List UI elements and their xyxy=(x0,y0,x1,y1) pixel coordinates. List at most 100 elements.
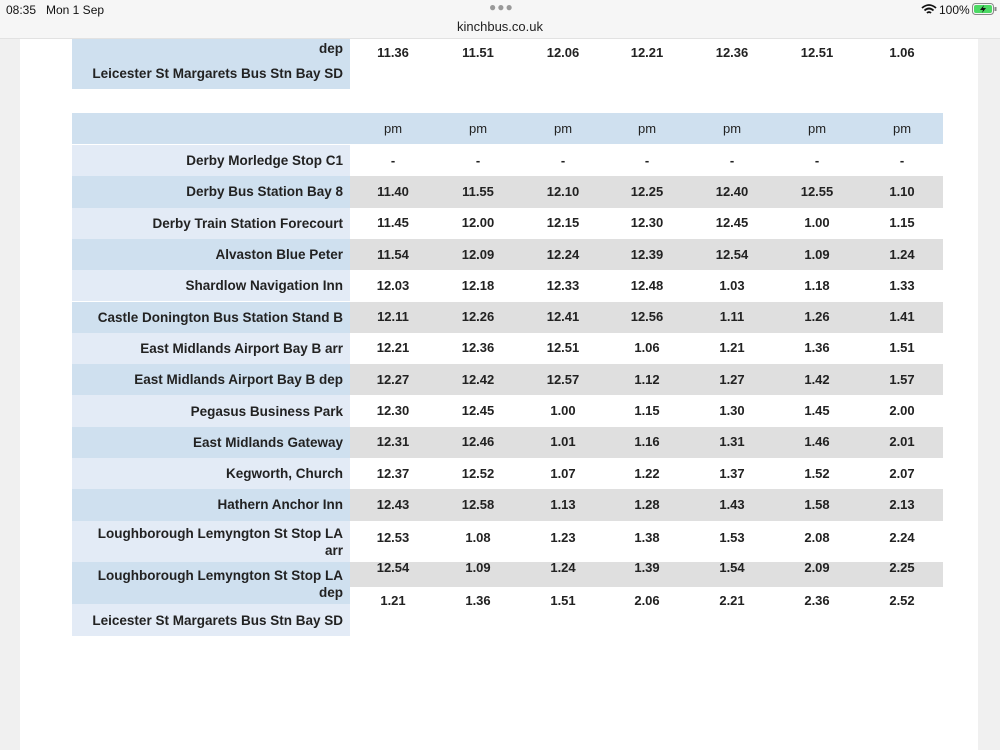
departure-time: 1.09 xyxy=(465,560,491,575)
stop-label-cell xyxy=(72,39,350,89)
departure-time: 1.09 xyxy=(804,246,830,262)
departure-time: - xyxy=(475,152,481,168)
departure-time: 2.25 xyxy=(889,560,915,575)
stop-name: Derby Train Station Forecourt xyxy=(152,215,343,231)
departure-time: 12.26 xyxy=(461,309,495,325)
departure-time: 1.18 xyxy=(804,277,830,293)
departure-time: 12.45 xyxy=(715,215,749,231)
stop-name: Leicester St Margarets Bus Stn Bay SD xyxy=(92,65,343,81)
departure-time: 12.27 xyxy=(376,371,410,387)
departure-time: 1.43 xyxy=(719,496,745,512)
departure-time: 12.46 xyxy=(461,434,495,450)
row-shade xyxy=(350,176,943,208)
period-header: pm xyxy=(553,121,573,136)
stop-label-cell xyxy=(72,458,350,490)
departure-time: 2.13 xyxy=(889,496,915,512)
departure-time: 1.22 xyxy=(634,465,660,481)
stop-name: Pegasus Business Park xyxy=(190,403,343,419)
departure-time: 12.18 xyxy=(461,277,495,293)
departure-time: 11.36 xyxy=(377,45,409,60)
tab-dots[interactable]: ●●● xyxy=(489,0,514,14)
url[interactable]: kinchbus.co.uk xyxy=(457,19,543,34)
departure-time: 12.42 xyxy=(461,371,495,387)
departure-time: 1.31 xyxy=(719,434,745,450)
departure-time: 12.30 xyxy=(630,215,664,231)
departure-time: 1.01 xyxy=(550,434,576,450)
departure-time: 11.40 xyxy=(377,183,409,199)
stop-name: East Midlands Airport Bay B dep xyxy=(134,372,343,388)
departure-time: 12.53 xyxy=(376,530,410,545)
date: Mon 1 Sep xyxy=(46,3,105,17)
stop-label-cell xyxy=(72,489,350,521)
departure-time: 11.45 xyxy=(377,215,409,231)
departure-time: 1.36 xyxy=(465,593,491,608)
period-header: pm xyxy=(637,121,657,136)
stop-label-cell xyxy=(72,176,350,208)
row-shade xyxy=(350,426,943,458)
departure-time: 1.07 xyxy=(550,465,576,481)
stop-label-cell xyxy=(72,332,350,365)
departure-time: 1.38 xyxy=(634,530,660,545)
departure-time: 12.06 xyxy=(546,45,580,60)
departure-time: - xyxy=(814,152,820,168)
departure-time: 11.55 xyxy=(462,183,494,199)
stop-name: Loughborough Lemyngton St Stop LA arr xyxy=(97,525,343,558)
row-shade xyxy=(350,489,943,521)
stop-label-cell xyxy=(72,207,350,239)
stop-name: Loughborough Lemyngton St Stop LA dep xyxy=(97,568,343,600)
departure-time: 2.01 xyxy=(889,434,915,450)
departure-time: 12.10 xyxy=(546,183,580,199)
stop-label-cell xyxy=(72,145,350,177)
stop-name: Castle Donington Bus Station Stand B xyxy=(97,309,343,325)
departure-time: 1.30 xyxy=(719,403,745,418)
row-shade xyxy=(350,364,943,396)
departure-time: 1.00 xyxy=(804,215,830,231)
departure-time: 12.03 xyxy=(376,277,410,293)
stop-label-cell xyxy=(72,426,350,458)
stop-name: Shardlow Navigation Inn xyxy=(185,278,343,294)
stop-name: Derby Morledge Stop C1 xyxy=(186,153,343,169)
departure-time: 2.06 xyxy=(634,593,660,608)
departure-time: 1.11 xyxy=(719,309,745,325)
departure-time: 1.06 xyxy=(889,45,915,60)
departure-time: 1.52 xyxy=(804,465,830,481)
departure-time: 12.25 xyxy=(630,183,664,199)
departure-time: 2.07 xyxy=(889,465,915,481)
stop-name: East Midlands Gateway xyxy=(192,434,343,450)
battery-percent: 100% xyxy=(939,3,970,17)
departure-time: 2.24 xyxy=(889,530,915,545)
departure-time: 12.58 xyxy=(461,496,495,512)
stop-name: Kegworth, Church xyxy=(226,466,343,482)
stop-label-cell xyxy=(72,301,350,333)
departure-time: 1.15 xyxy=(634,403,660,418)
departure-time: 12.56 xyxy=(630,309,664,325)
departure-time: 1.24 xyxy=(550,560,576,575)
stop-label-cell xyxy=(72,521,350,562)
departure-time: 1.12 xyxy=(634,371,660,387)
departure-time: 12.51 xyxy=(800,45,834,60)
departure-time: - xyxy=(899,152,905,168)
stop-name: Alvaston Blue Peter xyxy=(215,247,343,263)
header-row xyxy=(72,113,943,144)
stop-label-cell xyxy=(72,562,350,604)
departure-time: 1.45 xyxy=(804,403,830,418)
departure-time: 12.24 xyxy=(546,246,580,262)
departure-time: - xyxy=(390,152,396,168)
departure-time: 1.36 xyxy=(804,340,830,356)
departure-time: 12.36 xyxy=(461,340,495,356)
departure-time: 12.48 xyxy=(630,277,664,293)
departure-time: 1.03 xyxy=(719,277,745,293)
departure-time: 1.00 xyxy=(550,403,576,418)
departure-time: 12.09 xyxy=(461,246,495,262)
departure-time: 12.21 xyxy=(376,340,410,356)
departure-time: 12.45 xyxy=(461,403,495,418)
wifi-icon xyxy=(921,4,937,14)
departure-time: 12.57 xyxy=(546,371,580,387)
departure-time: 1.16 xyxy=(634,434,660,450)
period-header: pm xyxy=(807,121,827,136)
departure-time: 1.51 xyxy=(889,340,915,356)
departure-time: 12.51 xyxy=(546,340,580,356)
stop-label-cell xyxy=(72,364,350,396)
departure-time: 1.33 xyxy=(889,277,915,293)
